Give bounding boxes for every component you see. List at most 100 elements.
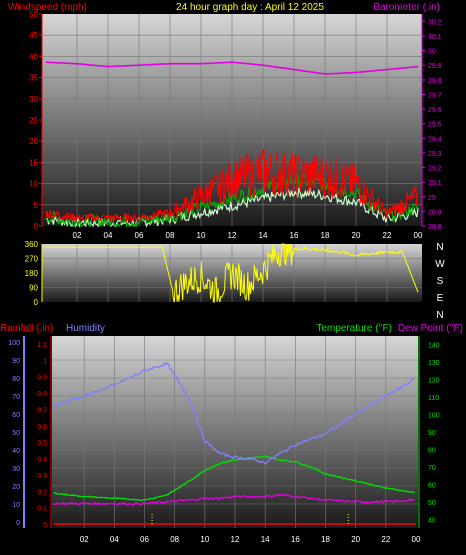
wind-y-tick-label: 10: [29, 180, 38, 189]
rainfall-y-tick-label: 0.8: [37, 391, 47, 398]
barometer-axis-title: Barometer (.in): [373, 2, 440, 13]
humidity-y-tick-label: 0: [16, 520, 20, 527]
x-tick-label: 14: [259, 231, 268, 240]
direction-y-tick-label: 360: [25, 240, 39, 249]
x-tick-label: 14: [261, 535, 270, 544]
x-tick-label: 18: [321, 231, 330, 240]
direction-y-axis: 0 90 180 270 360: [25, 240, 43, 307]
x-tick-label: 22: [381, 535, 390, 544]
temperature-y-tick-label: 80: [428, 447, 436, 454]
temperature-axis-title: Temperature (°F): [316, 323, 392, 334]
compass-label: W: [435, 259, 445, 270]
wind-x-axis: 02 04 06 08 10 12 14 16 18 20 22 00: [73, 231, 423, 240]
wind-y-tick-label: 25: [29, 116, 38, 125]
wind-y-tick-label: 45: [29, 31, 38, 40]
humidity-y-tick-label: 30: [12, 466, 20, 473]
rainfall-y-tick-label: 1: [43, 358, 47, 365]
direction-y-tick-label: 270: [25, 255, 39, 264]
direction-y-tick-label: 90: [29, 284, 38, 293]
barometer-line: [45, 61, 419, 75]
rainfall-y-tick-label: 0.5: [37, 440, 47, 447]
barometer-y-tick-label: 29: [428, 195, 436, 202]
rainfall-y-tick-label: 0.4: [37, 457, 47, 464]
x-tick-label: 10: [197, 231, 206, 240]
wind-y-tick-label: 5: [34, 201, 39, 210]
temperature-y-tick-label: 70: [428, 465, 436, 472]
wind-y-tick-label: 50: [29, 10, 38, 19]
humidity-axis-title: Humidity: [66, 323, 105, 334]
rainfall-y-tick-label: 0.9: [37, 375, 47, 382]
wind-panel-series: [45, 61, 419, 229]
wind-y-tick-label: 20: [29, 137, 38, 146]
direction-y-tick-label: 0: [34, 298, 39, 307]
barometer-y-tick-label: 29.7: [428, 92, 442, 99]
humidity-y-tick-label: 100: [8, 340, 20, 347]
rainfall-y-tick-label: 0.2: [37, 489, 47, 496]
x-tick-label: 12: [231, 535, 240, 544]
rainfall-y-axis: 0 0.1 0.2 0.3 0.4 0.5 0.6 0.7 0.8 0.9 1 1.1: [37, 336, 52, 529]
temperature-y-tick-label: 50: [428, 500, 436, 507]
rainfall-y-tick-label: 0.7: [37, 407, 47, 414]
humidity-panel-series: [53, 361, 416, 525]
wind-y-tick-label: 40: [29, 52, 38, 61]
barometer-y-tick-label: 29.1: [428, 180, 442, 187]
humidity-y-tick-label: 70: [12, 394, 20, 401]
barometer-y-tick-label: 29.9: [428, 63, 442, 70]
temperature-y-tick-label: 110: [428, 395, 439, 402]
humidity-y-tick-label: 50: [12, 430, 20, 437]
temperature-y-tick-label: 100: [428, 413, 440, 420]
direction-y-tick-label: 180: [25, 269, 39, 278]
temperature-y-axis: 40 50 60 70 80 90 100 110 120 130 140: [418, 336, 440, 528]
x-tick-label: 16: [290, 231, 299, 240]
wind-avg-line: [45, 185, 419, 229]
rainfall-y-tick-label: 1.1: [37, 342, 47, 349]
x-tick-label: 02: [80, 535, 89, 544]
compass-label: S: [437, 276, 444, 287]
humidity-panel-grid: [52, 336, 418, 528]
barometer-y-tick-label: 29.5: [428, 122, 442, 129]
barometer-y-tick-label: 29.3: [428, 151, 442, 158]
humidity-y-tick-label: 60: [12, 412, 20, 419]
x-tick-label: 08: [166, 231, 175, 240]
rainfall-y-tick-label: 0.1: [37, 506, 47, 513]
wind-direction-line: [46, 243, 419, 303]
wind-y-tick-label: 15: [29, 158, 38, 167]
x-tick-label: 02: [73, 231, 82, 240]
humidity-y-tick-label: 80: [12, 376, 20, 383]
rainfall-axis-title: Rainfall (.in): [0, 323, 53, 334]
temperature-y-tick-label: 130: [428, 360, 440, 367]
x-tick-label: 04: [104, 231, 113, 240]
barometer-y-tick-label: 30.2: [428, 19, 442, 26]
compass-label: N: [436, 310, 443, 321]
direction-panel-series: [46, 243, 419, 303]
x-tick-label: 00: [412, 535, 421, 544]
compass-label: E: [437, 293, 444, 304]
dewpoint-line: [53, 493, 415, 506]
temperature-line: [53, 455, 415, 502]
wind-gust-line: [45, 148, 418, 223]
compass-label: N: [436, 242, 443, 253]
dewpoint-axis-title: Dew Point (°F): [398, 323, 463, 334]
barometer-y-tick-label: 29.8: [428, 78, 442, 85]
barometer-y-axis: 28.8 28.9 29 29.1 29.2 29.3 29.4 29.5 29.6 29.7 29…: [421, 14, 442, 231]
temperature-y-tick-label: 90: [428, 430, 436, 437]
x-tick-label: 20: [352, 231, 361, 240]
humidity-y-tick-label: 20: [12, 484, 20, 491]
x-tick-label: 06: [140, 535, 149, 544]
x-tick-label: 10: [200, 535, 209, 544]
direction-panel-grid: [42, 244, 422, 302]
x-tick-label: 20: [351, 535, 360, 544]
temperature-y-tick-label: 120: [428, 378, 440, 385]
humidity-y-tick-label: 10: [12, 502, 20, 509]
humidity-y-tick-label: 40: [12, 448, 20, 455]
wind-y-axis: 0 5 10 15 20 25 30 35 40 45 50: [29, 10, 43, 231]
x-tick-label: 18: [321, 535, 330, 544]
rainfall-y-tick-label: 0: [43, 522, 47, 529]
humidity-y-axis: 0 10 20 30 40 50 60 70 80 90 100: [8, 336, 25, 528]
temperature-y-tick-label: 40: [428, 517, 436, 524]
x-tick-label: 04: [110, 535, 119, 544]
wind-y-tick-label: 0: [34, 222, 39, 231]
x-tick-label: 16: [291, 535, 300, 544]
